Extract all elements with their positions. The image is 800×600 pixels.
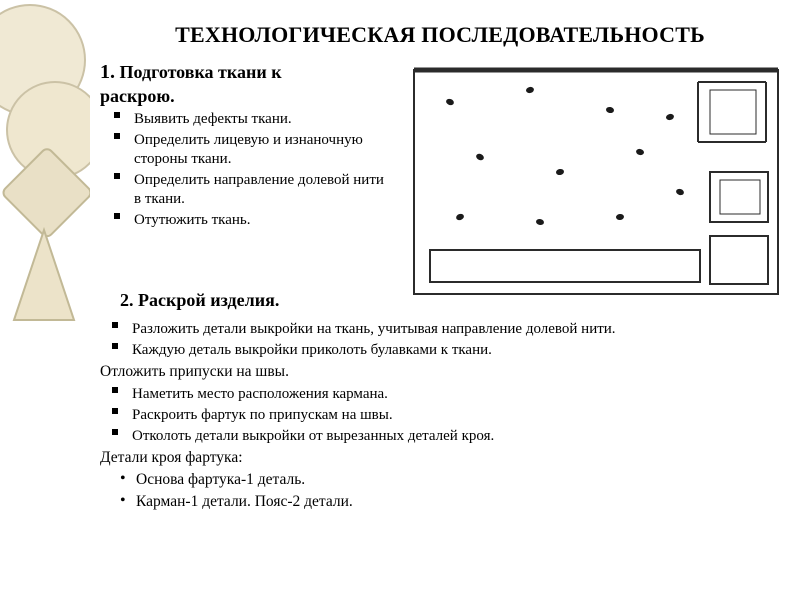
s1-item: Определить направление долевой нити в тк… — [122, 171, 385, 209]
slide-title: ТЕХНОЛОГИЧЕСКАЯ ПОСЛЕДОВАТЕЛЬНОСТЬ — [100, 22, 780, 48]
s2-item: Отколоть детали выкройки от вырезанных д… — [120, 427, 780, 446]
fabric-layout-diagram — [410, 62, 782, 302]
s2-item: Раскроить фартук по припускам на швы. — [120, 406, 780, 425]
section-1-heading: 1. Подготовка ткани к раскрою. — [100, 60, 385, 108]
s1-item: Отутюжить ткань. — [122, 211, 385, 230]
section-2-body: Разложить детали выкройки на ткань, учит… — [100, 320, 780, 515]
s2-item: Разложить детали выкройки на ткань, учит… — [120, 320, 780, 339]
s1-item: Определить лицевую и изнаночную стороны … — [122, 131, 385, 169]
s2-item: Каждую деталь выкройки приколоть булавка… — [120, 341, 780, 360]
s2-plain: Детали кроя фартука: — [100, 448, 780, 468]
s2-dot: Карман-1 детали. Пояс-2 детали. — [130, 492, 780, 512]
s2-dot: Основа фартука-1 деталь. — [130, 470, 780, 490]
s2-plain: Отложить припуски на швы. — [100, 362, 780, 382]
section-2-heading: 2. Раскрой изделия. — [120, 290, 279, 311]
section-1-list: Выявить дефекты ткани. Определить лицеву… — [122, 110, 385, 231]
section-1: 1. Подготовка ткани к раскрою. Выявить д… — [100, 60, 385, 233]
s1-item: Выявить дефекты ткани. — [122, 110, 385, 129]
s2-item: Наметить место расположения кармана. — [120, 385, 780, 404]
slide-ornament — [0, 0, 90, 340]
